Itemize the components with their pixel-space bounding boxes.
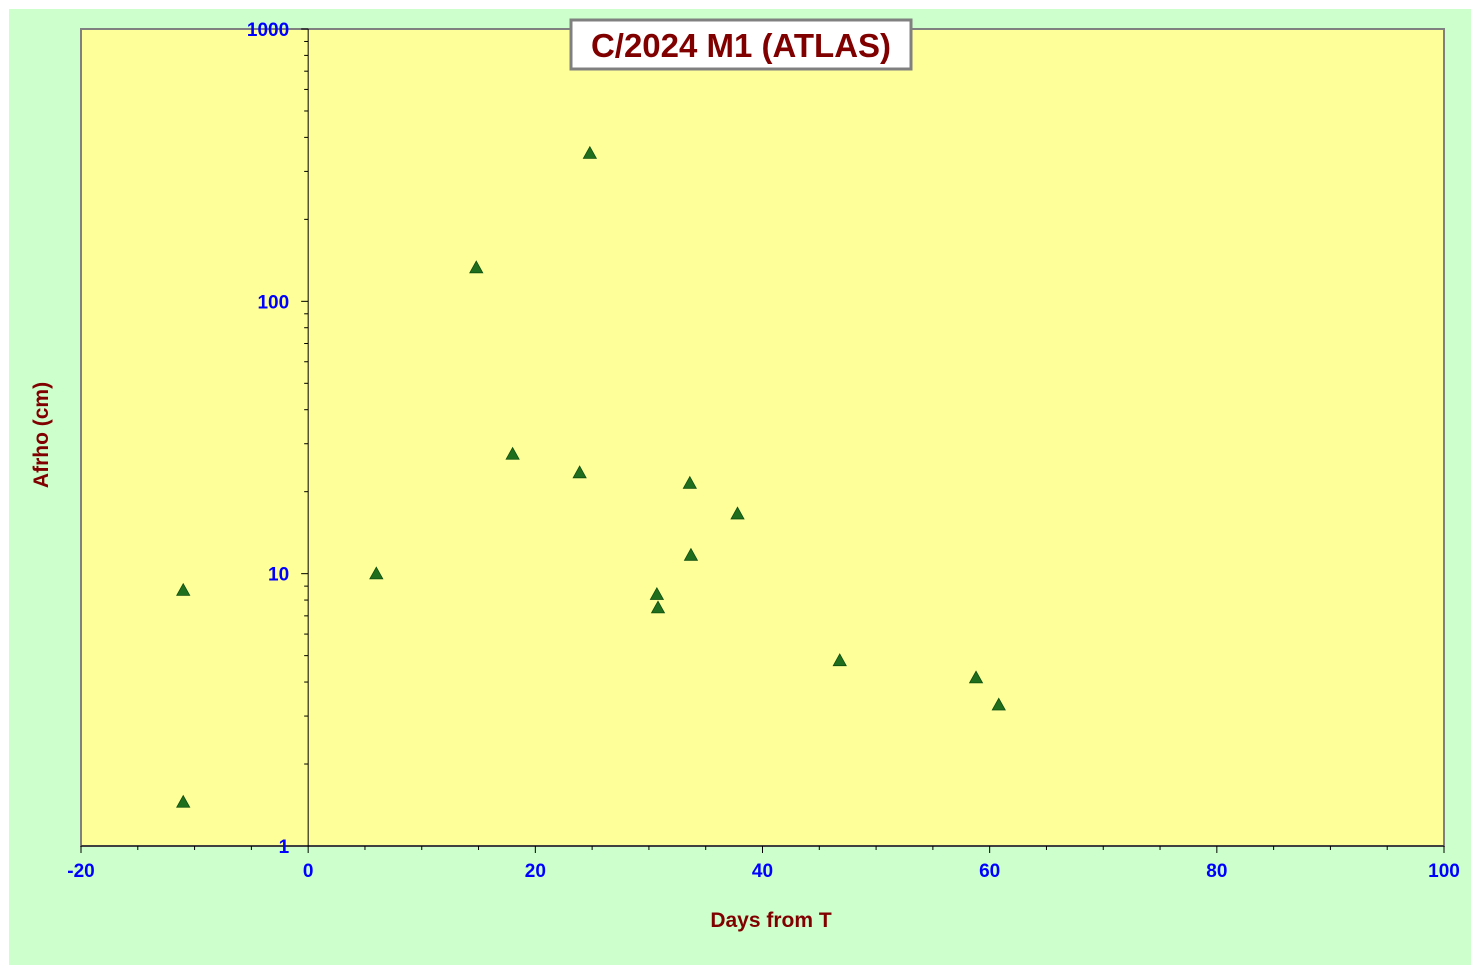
x-tick-labels: -20 0 20 40 60 80 100 <box>67 861 1460 882</box>
data-point-marker <box>991 697 1006 711</box>
y-tick-label: 1000 <box>247 20 289 41</box>
data-point-marker <box>176 794 191 808</box>
x-tick-label: 40 <box>752 861 773 882</box>
y-tick-labels: 1 10 100 1000 <box>247 20 290 858</box>
data-point-marker <box>572 465 587 479</box>
data-point-marker <box>505 446 520 460</box>
y-axis-title: Afrho (cm) <box>30 382 53 488</box>
plot-area <box>80 28 1445 847</box>
x-tick-label: 20 <box>525 861 546 882</box>
data-point-marker <box>649 586 665 600</box>
data-point-marker <box>369 566 384 580</box>
x-tick-label: 0 <box>303 861 314 882</box>
data-point-marker <box>682 475 697 489</box>
x-axis-title: Days from T <box>710 909 832 932</box>
x-tick-label: 60 <box>979 861 1000 882</box>
data-point-marker <box>582 145 598 159</box>
y-tick-label: 100 <box>257 292 289 313</box>
data-markers <box>176 145 1006 808</box>
x-tick-label: 80 <box>1206 861 1227 882</box>
y-tick-label: 1 <box>279 837 290 858</box>
data-point-marker <box>683 547 699 561</box>
data-point-marker <box>832 653 847 667</box>
x-tick-label: 100 <box>1428 861 1460 882</box>
y-tick-label: 10 <box>268 565 289 586</box>
minor-ticks <box>137 40 1388 850</box>
chart-title-box <box>569 18 913 71</box>
chart-title: C/2024 M1 (ATLAS) <box>591 27 891 64</box>
data-point-marker <box>730 506 745 520</box>
x-tick-label: -20 <box>67 861 94 882</box>
data-point-marker <box>176 582 191 596</box>
data-point-marker <box>968 670 984 684</box>
data-point-marker <box>650 600 666 614</box>
data-point-marker <box>469 260 484 274</box>
